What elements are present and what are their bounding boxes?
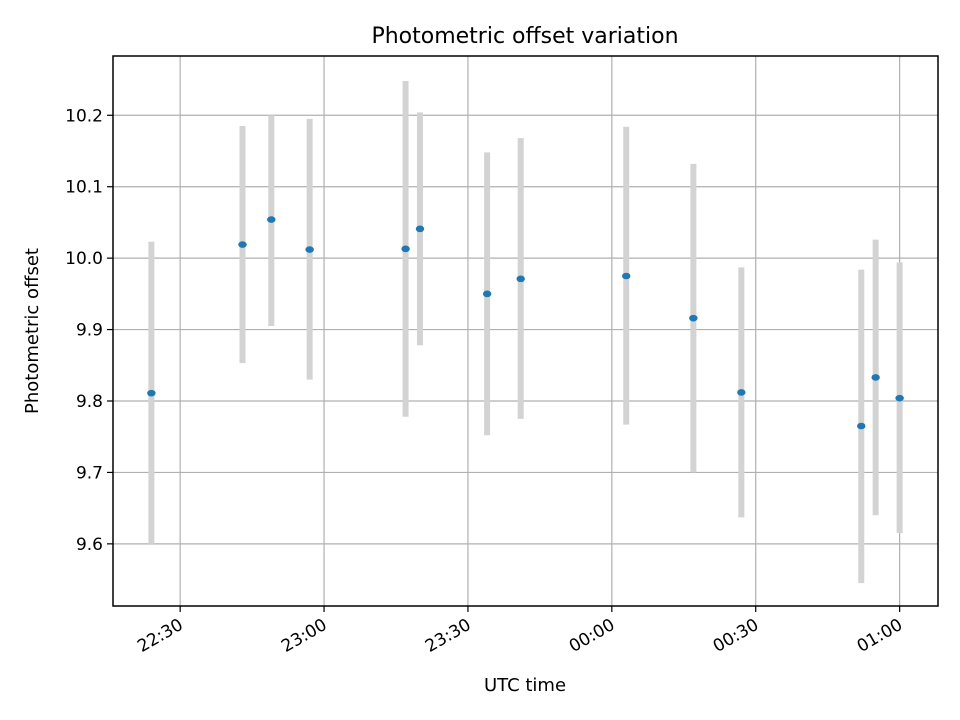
- y-tick-label: 9.9: [76, 321, 103, 341]
- data-point: [737, 389, 746, 396]
- data-point: [267, 216, 276, 223]
- data-point: [895, 394, 904, 402]
- chart-title: Photometric offset variation: [371, 24, 678, 49]
- data-point: [482, 290, 492, 298]
- y-tick-label: 9.6: [76, 535, 103, 555]
- data-point: [689, 314, 698, 322]
- y-tick-label: 9.8: [76, 392, 103, 412]
- y-tick-label: 10.0: [65, 249, 103, 269]
- x-axis-label: UTC time: [484, 675, 566, 696]
- data-point: [238, 241, 247, 248]
- data-point: [857, 422, 866, 430]
- data-point: [305, 246, 314, 253]
- data-point: [147, 389, 156, 397]
- data-point: [871, 374, 880, 381]
- plot-frame: [112, 55, 939, 607]
- y-tick-label: 9.7: [76, 463, 103, 483]
- y-tick-label: 10.1: [65, 178, 103, 198]
- data-points: [147, 216, 904, 430]
- data-point: [516, 275, 525, 283]
- data-point: [622, 272, 631, 280]
- y-axis-label: Photometric offset: [22, 248, 43, 414]
- y-axis-ticks: 9.6 9.7 9.8 9.9 10.0 10.1 10.2: [65, 106, 113, 555]
- data-point: [415, 225, 425, 233]
- data-point: [401, 245, 410, 253]
- y-tick-label: 10.2: [65, 106, 103, 126]
